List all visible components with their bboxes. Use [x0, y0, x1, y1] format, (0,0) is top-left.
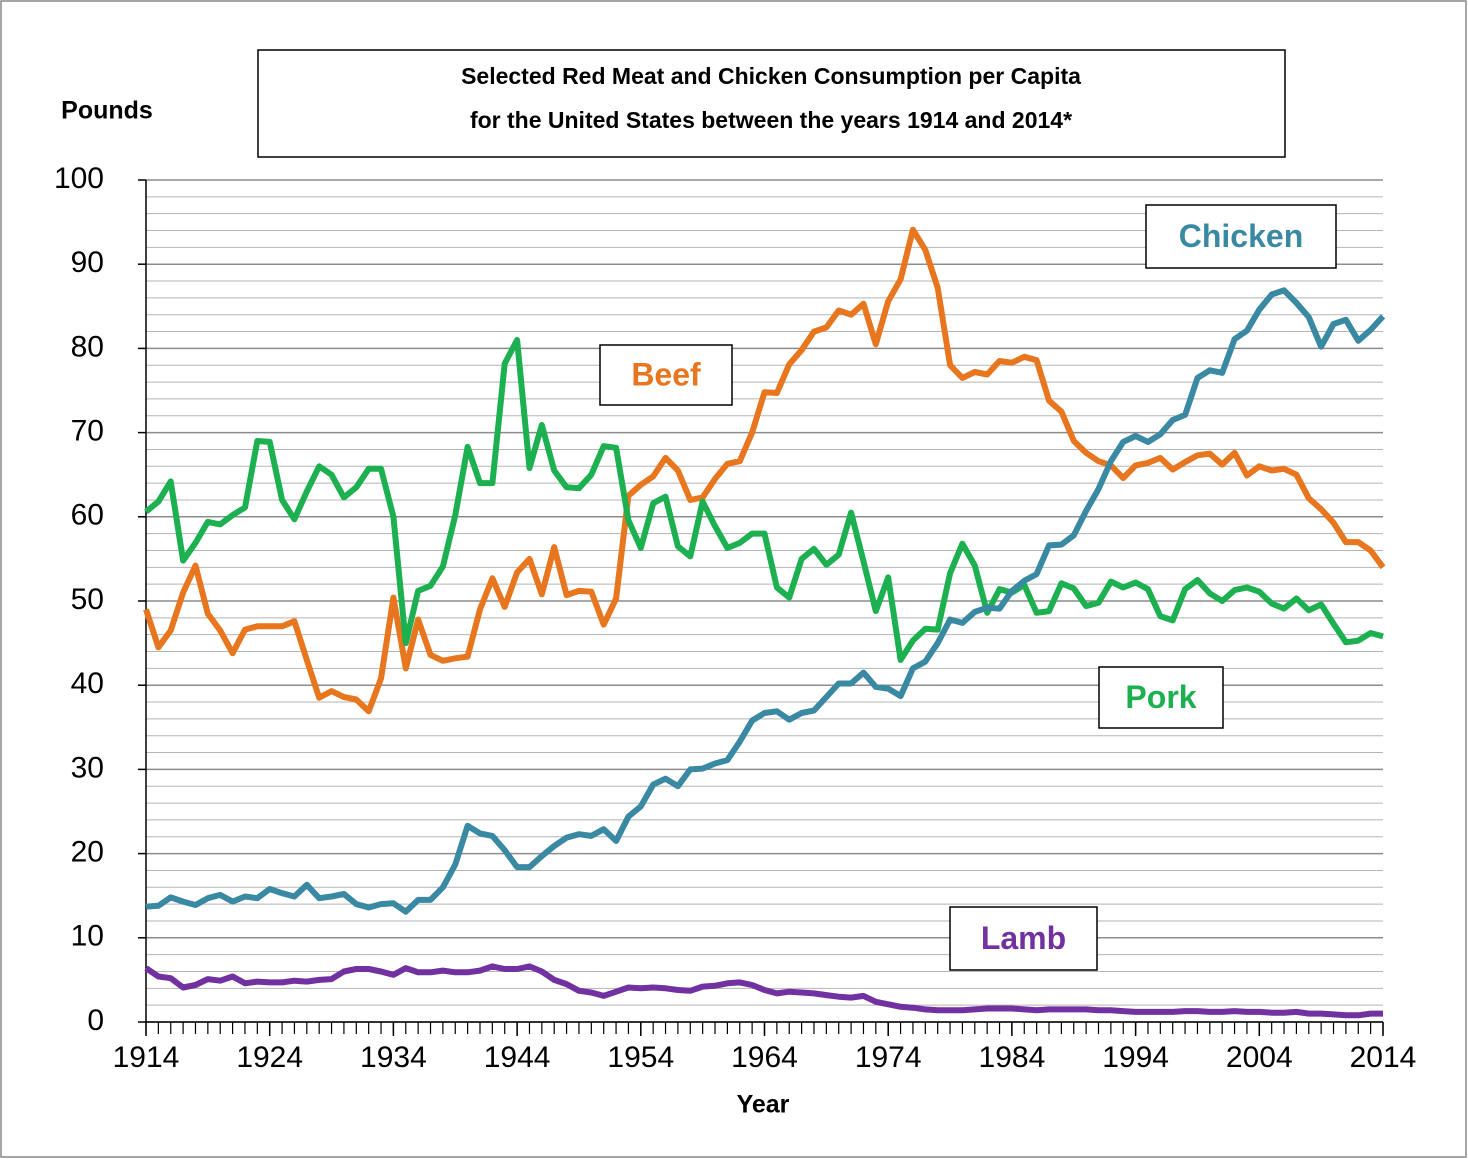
x-tick-label: 1954 — [607, 1041, 674, 1074]
series-label-box — [599, 344, 733, 406]
x-tick-label: 1984 — [979, 1041, 1046, 1074]
x-tick-label: 1964 — [731, 1041, 798, 1074]
series-line — [143, 226, 1386, 715]
x-tick-label: 1914 — [113, 1041, 180, 1074]
chart-title: for the United States between the years … — [470, 107, 1072, 133]
chart-title: Selected Red Meat and Chicken Consumptio… — [461, 63, 1081, 89]
y-tick-label: 40 — [71, 667, 104, 700]
legend-label: Chicken — [1179, 218, 1303, 254]
x-tick-label: 2004 — [1226, 1041, 1293, 1074]
y-tick-label: 80 — [71, 330, 104, 363]
series-line — [145, 287, 1386, 915]
x-tick-label: 1974 — [855, 1041, 922, 1074]
x-tick-label: 2014 — [1350, 1041, 1417, 1074]
legend-label: Lamb — [981, 920, 1066, 956]
title-box — [257, 49, 1286, 158]
x-tick-label: 1994 — [1102, 1041, 1169, 1074]
series-label-box — [949, 906, 1098, 971]
y-axis-label: Pounds — [61, 97, 153, 125]
series-line — [144, 337, 1384, 663]
y-tick-label: 30 — [71, 751, 104, 784]
y-tick-label: 70 — [71, 415, 104, 448]
series-line — [144, 963, 1383, 1019]
x-tick-label: 1934 — [360, 1041, 427, 1074]
y-tick-label: 90 — [71, 246, 104, 279]
legend-label: Pork — [1125, 679, 1196, 715]
y-tick-label: 60 — [71, 499, 104, 532]
y-tick-label: 0 — [87, 1004, 104, 1037]
x-tick-label: 1944 — [484, 1041, 551, 1074]
y-tick-label: 20 — [71, 836, 104, 869]
legend-label: Beef — [631, 356, 701, 392]
y-tick-label: 10 — [71, 920, 104, 953]
series-label-box — [1098, 666, 1224, 729]
y-tick-label: 100 — [54, 162, 104, 195]
x-axis-label: Year — [737, 1091, 790, 1119]
y-tick-label: 50 — [71, 583, 104, 616]
series-label-box — [1145, 204, 1337, 269]
x-tick-label: 1924 — [236, 1041, 303, 1074]
